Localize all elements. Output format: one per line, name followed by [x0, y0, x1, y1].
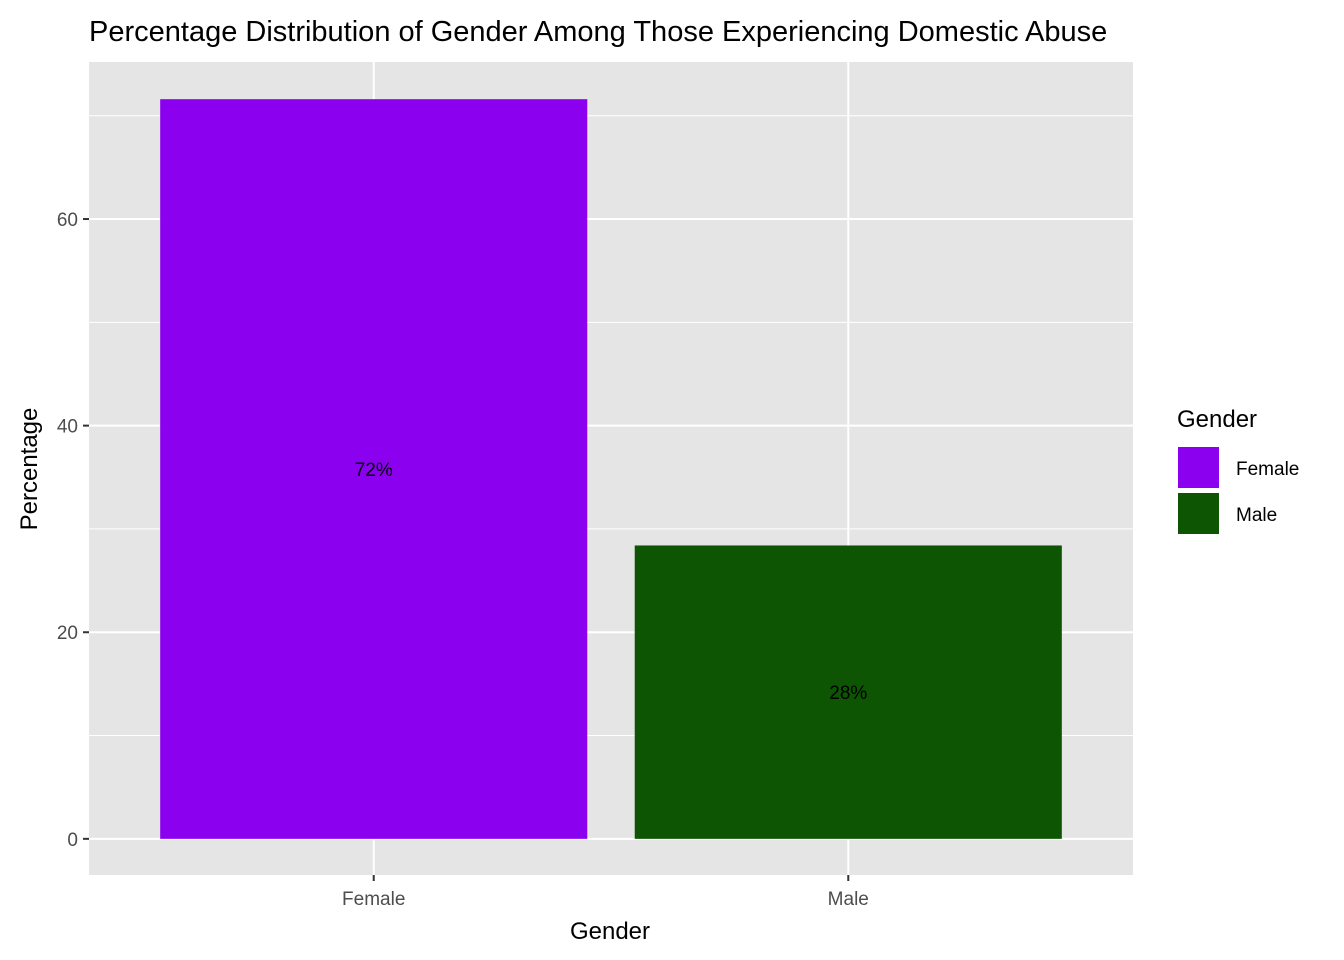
data-label: 28%: [829, 683, 867, 704]
x-tick-label: Female: [342, 889, 405, 910]
y-axis: 0 20 40 60: [57, 210, 89, 851]
y-tick-label: 60: [57, 210, 78, 231]
y-tick-label: 40: [57, 417, 78, 438]
y-axis-title: Percentage: [16, 408, 43, 531]
y-tick-label: 20: [57, 623, 78, 644]
y-tick-label: 0: [67, 830, 78, 851]
data-label: 72%: [355, 460, 393, 481]
bar-female: [160, 99, 588, 839]
legend-swatch-male: [1176, 491, 1221, 536]
x-axis-title: Gender: [570, 918, 650, 945]
legend-swatch-female: [1176, 445, 1221, 490]
legend-label: Male: [1236, 505, 1277, 526]
bar-male: [634, 545, 1062, 839]
x-tick-label: Male: [828, 889, 869, 910]
legend: Gender Female Male: [1176, 406, 1299, 536]
legend-items: Female Male: [1176, 445, 1299, 536]
legend-label: Female: [1236, 459, 1299, 480]
x-axis: Female Male: [342, 875, 869, 910]
bar-labels: 72% 28%: [355, 460, 868, 704]
legend-title: Gender: [1177, 406, 1257, 433]
chart-title: Percentage Distribution of Gender Among …: [89, 16, 1107, 48]
bars: [160, 99, 1062, 839]
